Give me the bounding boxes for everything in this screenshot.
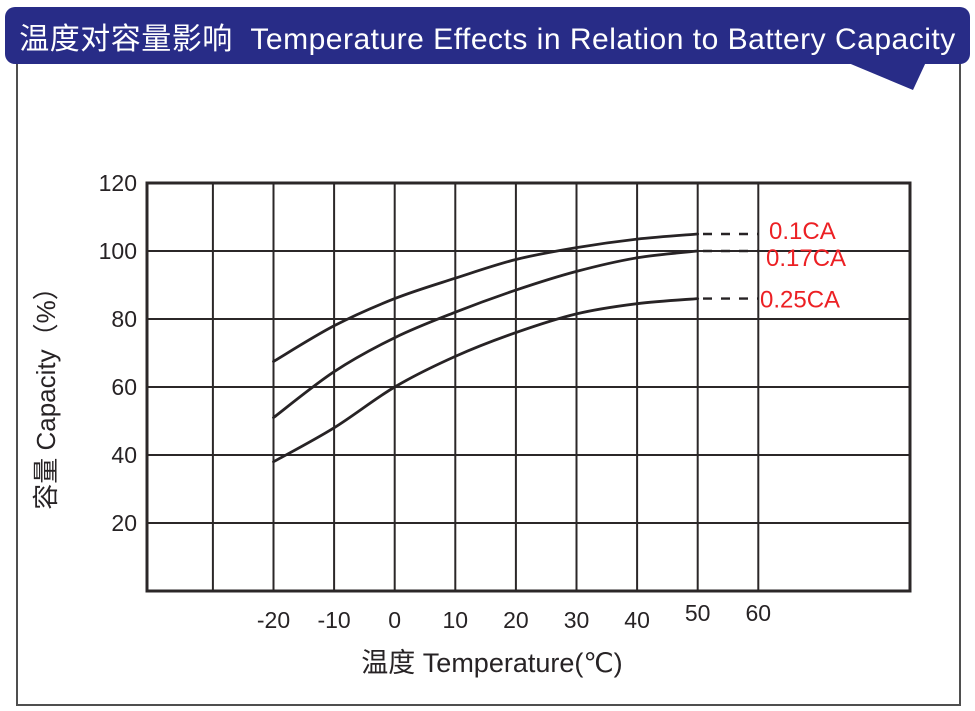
y-tick-label: 40 (111, 442, 137, 468)
x-tick-label: 10 (443, 607, 469, 633)
x-tick-label: -20 (257, 607, 290, 633)
capacity-curve (272, 297, 700, 464)
y-tick-label: 100 (99, 238, 137, 264)
y-axis-title: 容量 Capacity（%） (31, 274, 61, 510)
plot-border (145, 181, 912, 593)
x-axis-title: 温度 Temperature(℃) (361, 648, 622, 678)
series-label: 0.25CA (760, 287, 840, 314)
y-tick-label: 120 (99, 170, 137, 196)
series-label: 0.1CA (769, 218, 836, 245)
y-tick-label: 80 (111, 306, 137, 332)
page-frame (16, 38, 961, 706)
x-tick-label: 20 (503, 607, 529, 633)
capacity-curve (272, 249, 700, 419)
capacity-curve (272, 232, 700, 363)
x-tick-label: 40 (624, 607, 650, 633)
y-tick-label: 60 (111, 374, 137, 400)
series-label: 0.17CA (766, 245, 846, 272)
x-tick-label: -10 (317, 607, 350, 633)
x-tick-label: 60 (746, 600, 772, 626)
x-tick-label: 50 (685, 600, 711, 626)
page-title: 温度对容量影响 Temperature Effects in Relation … (19, 22, 956, 56)
x-tick-label: 0 (388, 607, 401, 633)
grid-layer (145, 181, 912, 593)
tick-layer: 120 100 80 60 40 20 -20 -10 0 10 20 30 40 50 60 (99, 170, 771, 633)
y-tick-label: 20 (111, 510, 137, 536)
title-banner: 温度对容量影响 Temperature Effects in Relation … (5, 7, 970, 64)
x-tick-label: 30 (564, 607, 590, 633)
